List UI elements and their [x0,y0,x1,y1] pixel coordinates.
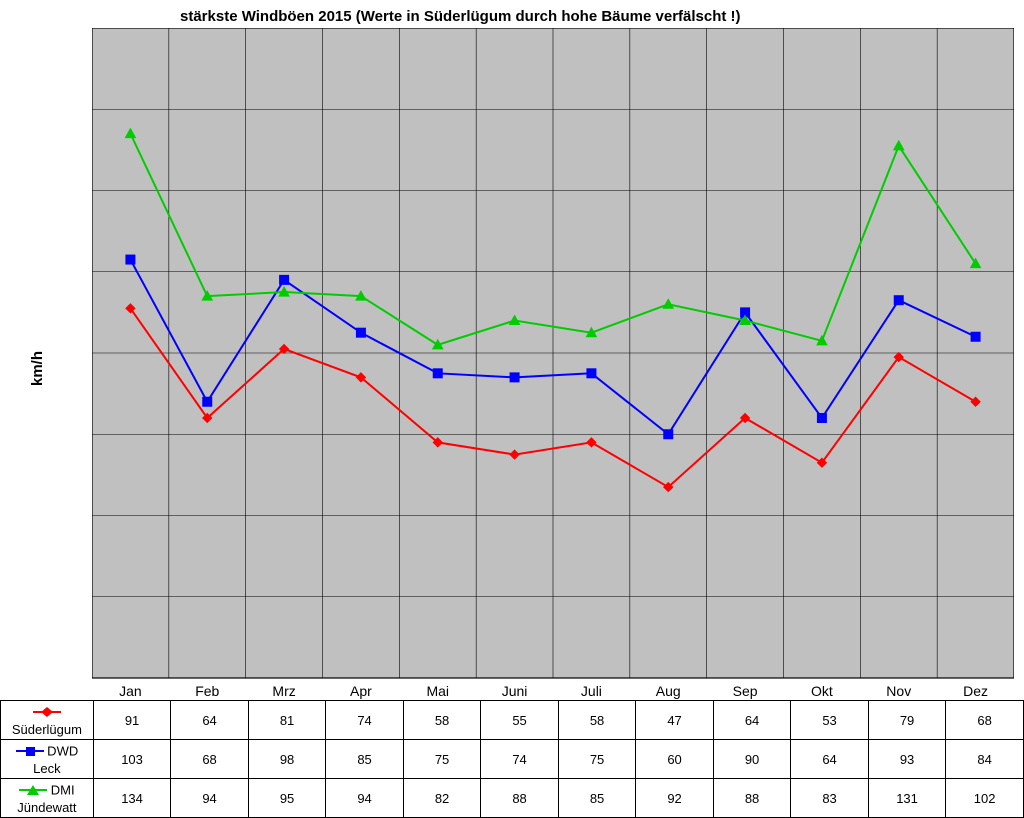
data-cell: 84 [946,740,1024,779]
plot-area: 020406080100120140160JanFebMrzAprMaiJuni… [92,28,1014,700]
svg-text:Apr: Apr [350,683,372,699]
data-cell: 74 [481,740,559,779]
data-cell: 81 [248,701,326,740]
data-cell: 75 [558,740,636,779]
data-table: Süderlügum916481745855584764537968 DWD L… [0,700,1024,818]
data-cell: 85 [558,779,636,818]
data-cell: 74 [326,701,404,740]
data-cell: 102 [946,779,1024,818]
data-cell: 103 [93,740,171,779]
svg-text:Aug: Aug [656,683,681,699]
legend-cell-dmi-jündewatt: DMI Jündewatt [1,779,94,818]
data-cell: 58 [403,701,481,740]
data-cell: 88 [481,779,559,818]
data-cell: 68 [171,740,249,779]
chart-title: stärkste Windböen 2015 (Werte in Süderlü… [180,8,741,25]
svg-text:Sep: Sep [733,683,758,699]
data-cell: 92 [636,779,714,818]
svg-text:Juli: Juli [581,683,602,699]
y-axis-label: km/h [29,351,46,386]
data-cell: 79 [868,701,946,740]
chart-container: stärkste Windböen 2015 (Werte in Süderlü… [0,0,1024,768]
table-row: Süderlügum916481745855584764537968 [1,701,1024,740]
data-cell: 94 [326,779,404,818]
data-cell: 134 [93,779,171,818]
data-cell: 91 [93,701,171,740]
svg-text:Okt: Okt [811,683,833,699]
table-row: DWD Leck1036898857574756090649384 [1,740,1024,779]
data-cell: 75 [403,740,481,779]
data-cell: 93 [868,740,946,779]
data-cell: 47 [636,701,714,740]
data-cell: 88 [713,779,791,818]
data-cell: 85 [326,740,404,779]
data-cell: 64 [791,740,869,779]
data-cell: 83 [791,779,869,818]
data-cell: 98 [248,740,326,779]
data-cell: 68 [946,701,1024,740]
data-cell: 131 [868,779,946,818]
table-row: DMI Jündewatt134949594828885928883131102 [1,779,1024,818]
svg-text:Mrz: Mrz [272,683,295,699]
svg-text:Jan: Jan [119,683,142,699]
data-cell: 64 [713,701,791,740]
svg-text:Dez: Dez [963,683,988,699]
legend-cell-süderlügum: Süderlügum [1,701,94,740]
data-cell: 64 [171,701,249,740]
data-cell: 58 [558,701,636,740]
data-cell: 90 [713,740,791,779]
svg-text:Feb: Feb [195,683,219,699]
svg-text:Juni: Juni [502,683,528,699]
data-cell: 60 [636,740,714,779]
data-cell: 95 [248,779,326,818]
data-cell: 94 [171,779,249,818]
svg-text:Mai: Mai [426,683,449,699]
data-cell: 55 [481,701,559,740]
data-cell: 82 [403,779,481,818]
data-cell: 53 [791,701,869,740]
legend-cell-dwd-leck: DWD Leck [1,740,94,779]
svg-text:Nov: Nov [886,683,911,699]
